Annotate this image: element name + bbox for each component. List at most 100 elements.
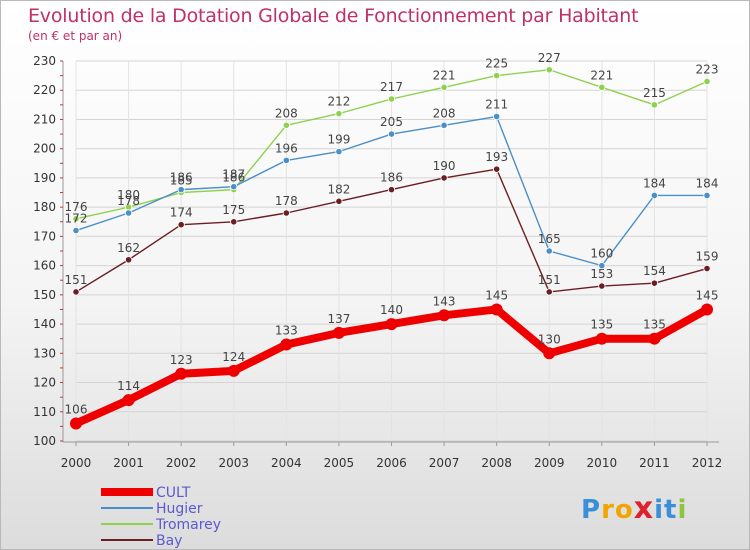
logo-letter-6: i — [677, 495, 688, 525]
y-tick-label-140: 140 — [33, 317, 56, 331]
data-label-tromarey-2007: 221 — [433, 68, 456, 82]
data-label-tromarey-2006: 217 — [380, 80, 403, 94]
proxiti-logo: Proxiti — [581, 491, 687, 526]
data-label-hugier-2009: 165 — [538, 232, 561, 246]
data-label-bay-2003: 175 — [222, 203, 245, 217]
data-label-tromarey-2000: 176 — [65, 200, 88, 214]
point-bay-2008 — [493, 165, 501, 173]
point-hugier-2010 — [598, 262, 606, 270]
point-bay-2010 — [598, 282, 606, 290]
chart-subtitle: (en € et par an) — [28, 29, 123, 43]
data-label-hugier-2007: 208 — [433, 106, 456, 120]
data-label-tromarey-2010: 221 — [590, 68, 613, 82]
data-label-tromarey-2001: 180 — [117, 188, 140, 202]
logo-letter-4: i — [654, 495, 665, 525]
data-label-bay-2008: 193 — [485, 150, 508, 164]
data-label-bay-2009: 151 — [538, 273, 561, 287]
point-cult-2008 — [490, 303, 503, 316]
data-label-cult-2011: 135 — [643, 318, 666, 332]
point-cult-2010 — [595, 332, 608, 345]
point-hugier-2006 — [387, 130, 396, 138]
data-label-tromarey-2005: 212 — [327, 95, 350, 109]
data-label-cult-2006: 140 — [380, 303, 403, 317]
y-tick-label-210: 210 — [33, 112, 56, 126]
point-tromarey-2010 — [598, 83, 606, 91]
data-label-cult-2009: 130 — [538, 332, 561, 346]
data-label-cult-2012: 145 — [696, 288, 719, 302]
point-tromarey-2005 — [335, 110, 343, 118]
legend-label-hugier: Hugier — [156, 501, 203, 517]
y-tick-label-100: 100 — [33, 434, 56, 448]
chart-title: Evolution de la Dotation Globale de Fonc… — [28, 5, 639, 27]
point-hugier-2007 — [440, 121, 448, 129]
point-tromarey-2000 — [72, 215, 80, 223]
point-hugier-2012 — [703, 191, 711, 200]
x-tick-label-2002: 2002 — [166, 456, 197, 470]
data-label-cult-2004: 133 — [275, 324, 298, 338]
data-label-bay-2011: 154 — [643, 264, 666, 278]
point-cult-2009 — [543, 347, 556, 360]
point-tromarey-2006 — [387, 95, 396, 103]
data-label-cult-2007: 143 — [433, 294, 456, 308]
x-tick-label-2001: 2001 — [113, 456, 144, 470]
data-label-bay-2001: 162 — [117, 241, 140, 255]
data-label-tromarey-2011: 215 — [643, 86, 666, 100]
y-tick-label-180: 180 — [33, 200, 56, 214]
point-hugier-2005 — [335, 148, 343, 156]
data-label-tromarey-2002: 185 — [170, 174, 193, 188]
x-tick-label-2010: 2010 — [587, 456, 618, 470]
data-label-tromarey-2004: 208 — [275, 106, 298, 120]
data-label-tromarey-2003: 186 — [222, 171, 245, 185]
y-tick-label-130: 130 — [33, 346, 56, 360]
legend-label-cult: CULT — [156, 485, 191, 501]
point-bay-2009 — [545, 288, 553, 296]
point-cult-2004 — [280, 338, 293, 351]
point-bay-2000 — [72, 288, 80, 296]
point-hugier-2009 — [545, 247, 553, 255]
y-tick-label-110: 110 — [33, 405, 56, 419]
y-tick-label-200: 200 — [33, 142, 56, 156]
data-label-bay-2006: 186 — [380, 171, 403, 185]
y-tick-label-220: 220 — [33, 83, 56, 97]
point-tromarey-2008 — [493, 72, 501, 80]
data-label-hugier-2006: 205 — [380, 115, 403, 129]
data-label-tromarey-2012: 223 — [696, 62, 719, 76]
y-tick-label-160: 160 — [33, 259, 56, 273]
data-label-tromarey-2009: 227 — [538, 51, 561, 65]
point-hugier-2002 — [177, 186, 185, 194]
x-tick-label-2000: 2000 — [61, 456, 92, 470]
x-tick-label-2005: 2005 — [324, 456, 355, 470]
data-label-cult-2000: 106 — [65, 402, 88, 416]
data-label-tromarey-2008: 225 — [485, 57, 508, 71]
point-tromarey-2004 — [282, 121, 290, 129]
data-label-cult-2008: 145 — [485, 288, 508, 302]
data-label-hugier-2002: 186 — [170, 171, 193, 185]
point-cult-2011 — [648, 332, 661, 345]
point-bay-2003 — [230, 218, 238, 226]
point-cult-2005 — [332, 326, 345, 339]
data-label-cult-2001: 114 — [117, 379, 140, 393]
point-hugier-2004 — [282, 156, 290, 164]
data-label-hugier-2010: 160 — [590, 247, 613, 261]
data-label-hugier-2001: 178 — [117, 194, 140, 208]
data-label-cult-2003: 124 — [222, 350, 245, 364]
data-label-hugier-2008: 211 — [485, 98, 508, 112]
logo-letter-2: o — [614, 495, 634, 525]
data-label-cult-2002: 123 — [170, 353, 193, 367]
data-label-hugier-2000: 172 — [65, 212, 88, 226]
x-tick-label-2011: 2011 — [639, 456, 670, 470]
data-label-hugier-2004: 196 — [275, 141, 298, 155]
x-tick-label-2007: 2007 — [429, 456, 460, 470]
legend-label-tromarey: Tromarey — [155, 517, 221, 533]
logo-letter-1: r — [601, 495, 615, 525]
data-label-bay-2010: 153 — [590, 267, 613, 281]
x-tick-label-2009: 2009 — [534, 456, 565, 470]
point-bay-2001 — [124, 256, 133, 264]
point-bay-2007 — [440, 174, 448, 182]
point-cult-2012 — [701, 303, 713, 316]
y-tick-label-230: 230 — [33, 54, 56, 68]
point-cult-2000 — [70, 417, 82, 430]
point-tromarey-2012 — [703, 77, 711, 86]
data-label-bay-2000: 151 — [65, 273, 88, 287]
